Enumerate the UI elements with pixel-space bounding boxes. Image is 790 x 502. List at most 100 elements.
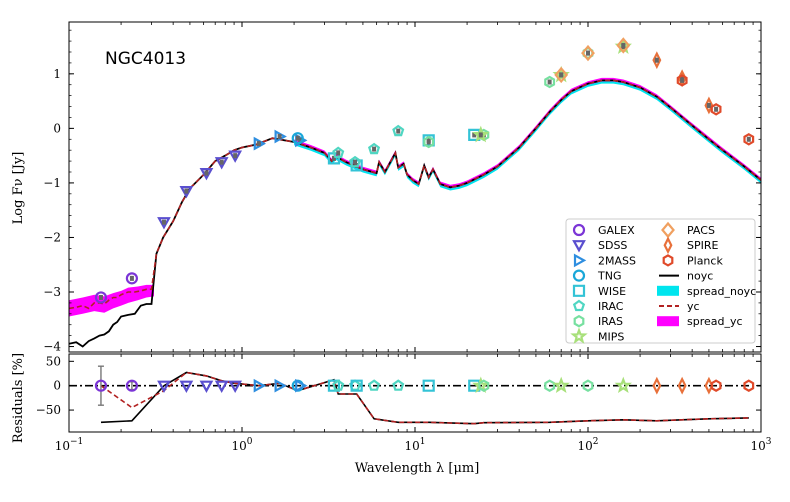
obs-errorbar xyxy=(336,150,341,156)
legend-swatch xyxy=(663,236,673,255)
legend-entry-planck: Planck xyxy=(662,254,723,267)
obs-point-spire xyxy=(704,96,714,115)
legend-label: 2MASS xyxy=(598,254,636,267)
obs-point-wise xyxy=(327,152,341,165)
spread-yc-band-uv xyxy=(69,284,154,317)
obs-errorbar xyxy=(161,219,166,225)
y-tick-label-top: −3 xyxy=(43,285,61,299)
legend-entry-iras: IRAS xyxy=(573,314,623,328)
obs-point-pacs xyxy=(616,37,631,54)
obs-errorbar xyxy=(746,136,751,142)
legend-swatch xyxy=(572,299,586,312)
legend-entry-spire: SPIRE xyxy=(663,236,719,255)
residual-point xyxy=(228,380,243,393)
legend-entry-2mass: 2MASS xyxy=(573,253,636,268)
legend-label: SDSS xyxy=(598,239,627,252)
residual-point xyxy=(614,376,632,394)
obs-point-wise xyxy=(468,128,481,142)
residual-point xyxy=(652,376,662,395)
obs-errorbar xyxy=(714,106,719,112)
obs-point-pacs xyxy=(581,44,595,62)
obs-errorbar xyxy=(129,275,134,281)
legend-swatch xyxy=(573,314,585,328)
residual-point xyxy=(582,379,594,392)
legend-label: spread_noyc xyxy=(687,285,756,298)
legend-swatch xyxy=(572,284,586,297)
legend-label: SPIRE xyxy=(687,239,719,252)
legend-entry-wise: WISE xyxy=(572,284,626,298)
legend-entry-irac: IRAC xyxy=(572,299,624,313)
y-tick-label-top: −1 xyxy=(43,176,61,190)
legend-label: IRAS xyxy=(598,315,623,328)
x-tick-label: 102 xyxy=(577,437,598,453)
x-tick-label: 101 xyxy=(404,437,425,453)
obs-errorbar xyxy=(98,294,103,300)
y-tick-label-top: 1 xyxy=(53,67,61,81)
obs-errorbar xyxy=(621,42,626,48)
legend-entry-sdss: SDSS xyxy=(572,239,627,253)
obs-errorbar xyxy=(204,170,209,176)
obs-errorbar xyxy=(478,132,483,138)
legend-label: GALEX xyxy=(598,224,635,237)
legend: GALEX SDSS 2MASS TNG WISE IRAC IRAS MIPS PACS SPI… xyxy=(565,218,756,344)
residual-point xyxy=(94,379,108,392)
legend-label: WISE xyxy=(598,285,626,298)
residual-point xyxy=(199,380,214,393)
legend-swatch xyxy=(572,223,586,237)
legend-swatch xyxy=(662,254,674,267)
obs-errorbar xyxy=(219,159,224,165)
y-axis-label-bottom: Residuals [%] xyxy=(11,353,26,443)
legend-swatch xyxy=(570,327,588,344)
residual-point xyxy=(295,378,308,393)
spread-noyc-band xyxy=(294,79,761,191)
obs-errorbar xyxy=(256,141,261,147)
y-tick-label-top: −2 xyxy=(43,230,61,244)
sed-plot-area xyxy=(69,37,761,348)
obs-point-irac xyxy=(392,124,405,137)
residual-point xyxy=(710,379,722,392)
x-tick-label: 100 xyxy=(231,437,252,453)
obs-point-iras xyxy=(423,135,435,149)
residual-point xyxy=(743,379,755,392)
residual-point xyxy=(179,380,194,393)
residual-point xyxy=(368,379,381,391)
legend-swatch xyxy=(657,285,679,296)
legend-entry-mips: MIPS xyxy=(570,327,624,344)
model-noyc-line xyxy=(69,79,761,348)
legend-entry-tng: TNG xyxy=(572,269,621,283)
obs-errorbar xyxy=(277,134,282,140)
residual-point xyxy=(677,376,687,395)
residual-point xyxy=(125,379,139,392)
residual-point xyxy=(478,379,490,392)
legend-swatch xyxy=(573,253,587,268)
obs-point-planck xyxy=(676,74,688,87)
residual-point xyxy=(214,380,229,393)
obs-point-sdss xyxy=(157,217,171,230)
residual-panel xyxy=(68,353,762,433)
legend-label: yc xyxy=(687,300,700,313)
x-tick-label: 103 xyxy=(750,437,771,453)
y-tick-label-bottom: 0 xyxy=(53,379,61,393)
obs-errorbar xyxy=(184,188,189,194)
legend-label: TNG xyxy=(597,270,621,283)
obs-point-sdss xyxy=(199,167,214,181)
legend-label: PACS xyxy=(687,224,715,237)
obs-point-iras xyxy=(544,75,556,89)
obs-errorbar xyxy=(706,102,711,108)
galaxy-name-label: NGC4013 xyxy=(105,49,186,69)
legend-swatch xyxy=(657,316,679,327)
residual-point xyxy=(468,379,481,392)
residual-point xyxy=(392,379,405,391)
residual-point xyxy=(274,378,287,393)
obs-errorbar xyxy=(680,77,685,83)
obs-errorbar xyxy=(331,155,336,161)
obs-errorbar xyxy=(233,153,238,159)
legend-label: spread_yc xyxy=(687,315,743,328)
x-axis-label: Wavelength λ [μm] xyxy=(355,461,480,476)
legend-entry-galex: GALEX xyxy=(572,223,635,237)
obs-point-galex xyxy=(94,291,108,304)
obs-point-pacs xyxy=(554,66,569,84)
obs-errorbar xyxy=(547,79,552,85)
